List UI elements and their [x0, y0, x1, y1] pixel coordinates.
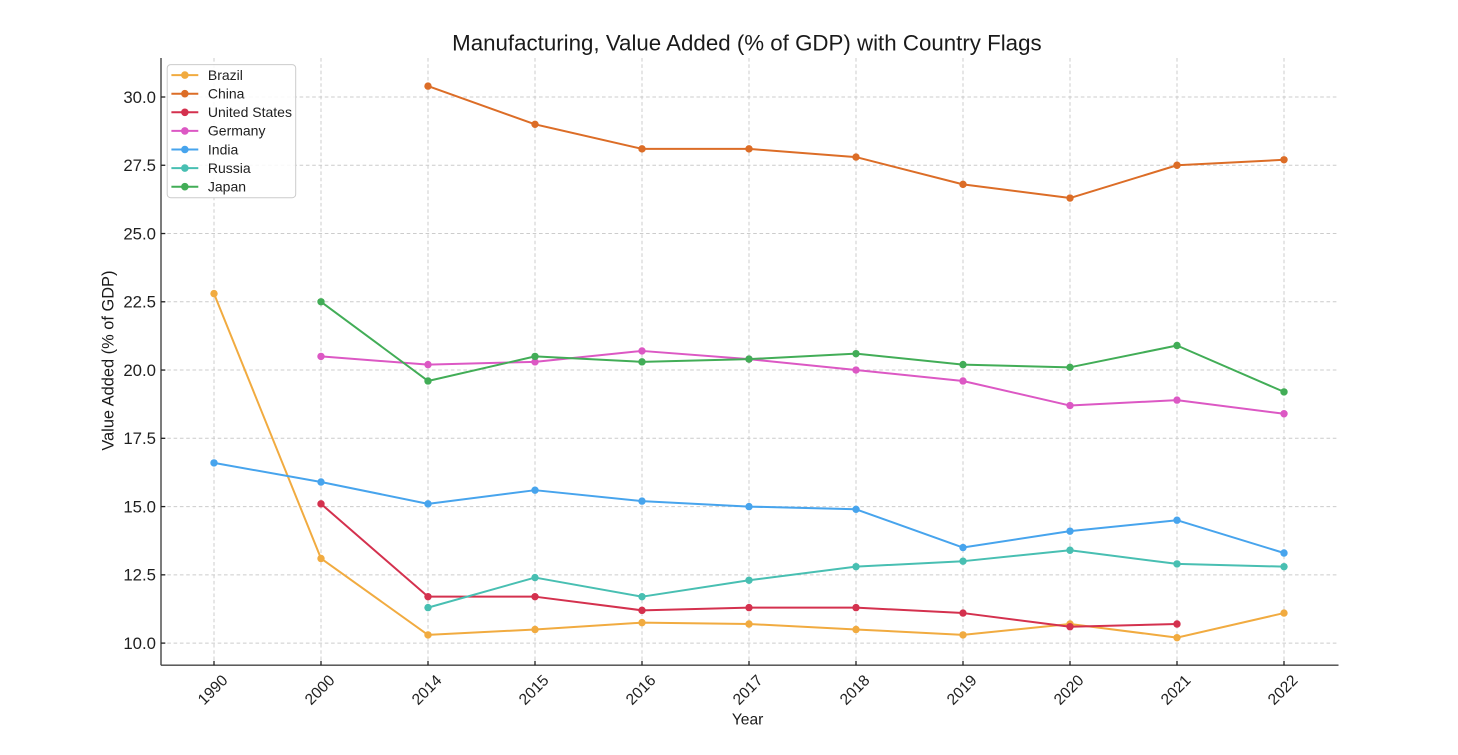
svg-text:Japan: Japan — [208, 179, 246, 195]
svg-text:17.5: 17.5 — [123, 429, 156, 448]
svg-text:20.0: 20.0 — [123, 361, 156, 380]
svg-text:12.5: 12.5 — [123, 566, 156, 585]
svg-text:25.0: 25.0 — [123, 224, 156, 243]
svg-text:Russia: Russia — [208, 160, 251, 176]
svg-text:27.5: 27.5 — [123, 156, 156, 175]
svg-text:Germany: Germany — [208, 123, 266, 139]
svg-text:30.0: 30.0 — [123, 88, 156, 107]
svg-text:China: China — [208, 86, 245, 102]
svg-text:10.0: 10.0 — [123, 634, 156, 653]
svg-text:15.0: 15.0 — [123, 497, 156, 516]
svg-text:India: India — [208, 141, 239, 157]
svg-text:Value Added (% of GDP): Value Added (% of GDP) — [100, 271, 118, 451]
svg-text:Brazil: Brazil — [208, 67, 243, 83]
svg-text:United States: United States — [208, 104, 292, 120]
svg-text:Manufacturing, Value Added (%: Manufacturing, Value Added (% of GDP) wi… — [452, 31, 1042, 56]
svg-text:22.5: 22.5 — [123, 293, 156, 312]
svg-text:Year: Year — [732, 712, 764, 729]
